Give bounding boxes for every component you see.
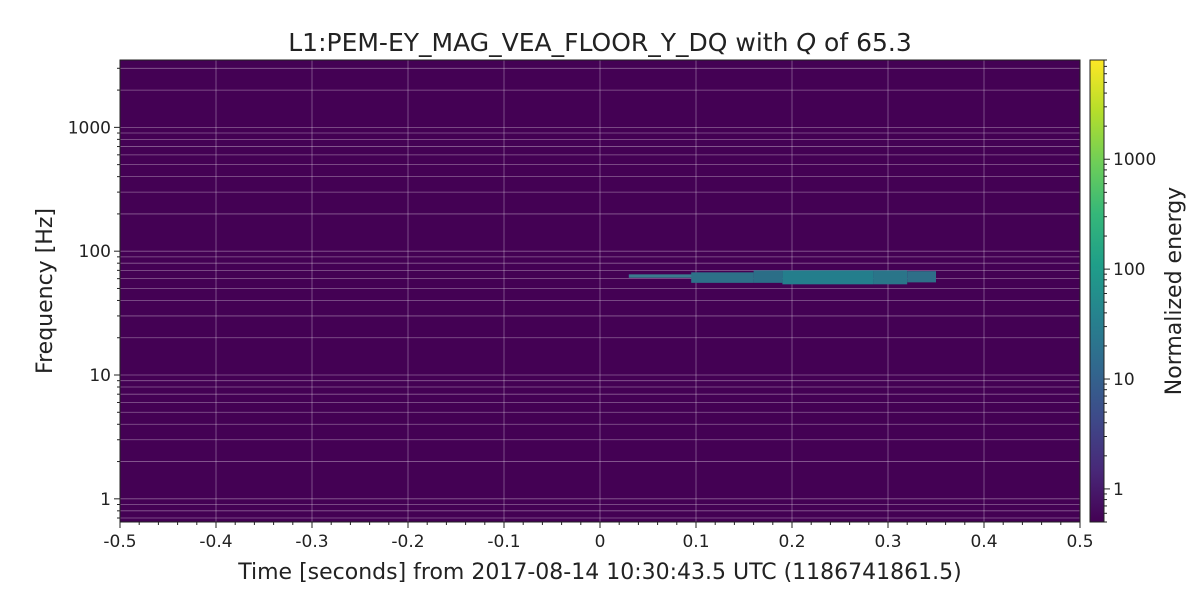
y-tick-label: 1 [100, 490, 111, 510]
colorbar-tick-label: 1000 [1113, 150, 1156, 170]
plot-background [120, 60, 1080, 522]
chart-title-main: L1:PEM-EY_MAG_VEA_FLOOR_Y_DQ with [288, 28, 796, 57]
chart-title-tail: of 65.3 [816, 28, 912, 57]
energy-tile [753, 270, 783, 283]
x-tick-label: -0.5 [103, 532, 136, 552]
y-tick-label: 100 [79, 242, 111, 262]
x-tick-label: -0.1 [487, 532, 520, 552]
x-tick-label: 0.2 [778, 532, 805, 552]
x-axis-label: Time [seconds] from 2017-08-14 10:30:43.… [237, 560, 961, 585]
y-tick-label: 1000 [68, 118, 111, 138]
colorbar-tick-label: 10 [1113, 370, 1135, 390]
x-tick-label: 0.5 [1066, 532, 1093, 552]
y-tick-label: 10 [89, 366, 111, 386]
tick-layer: -0.5 -0.4 -0.3 -0.2 -0.1 0 0.1 0.2 0.3 0.4 0.5 1 10 1… [68, 67, 1094, 552]
energy-tile [907, 271, 936, 283]
colorbar-tick-layer: 1 10 100 1000 [1104, 59, 1156, 523]
grid-layer [119, 60, 1081, 522]
chart-title: L1:PEM-EY_MAG_VEA_FLOOR_Y_DQ with Q of 6… [288, 28, 912, 57]
colorbar-tick-label: 100 [1113, 260, 1145, 280]
x-tick-label: -0.3 [295, 532, 328, 552]
energy-tile [873, 270, 908, 285]
colorbar-label: Normalized energy [1162, 187, 1187, 395]
colorbar-tick-label: 1 [1113, 480, 1124, 500]
x-tick-label: 0.1 [682, 532, 709, 552]
y-axis-label: Frequency [Hz] [33, 208, 58, 374]
tile-layer [628, 270, 936, 285]
energy-tile [628, 274, 696, 278]
x-tick-label: -0.2 [391, 532, 424, 552]
energy-tile [782, 270, 874, 285]
x-tick-label: 0.3 [874, 532, 901, 552]
energy-tile [691, 272, 754, 283]
colorbar [1089, 59, 1105, 523]
x-tick-label: -0.4 [199, 532, 232, 552]
x-tick-label: 0 [595, 532, 606, 552]
x-tick-label: 0.4 [970, 532, 997, 552]
chart-title-q-symbol: Q [796, 28, 816, 57]
